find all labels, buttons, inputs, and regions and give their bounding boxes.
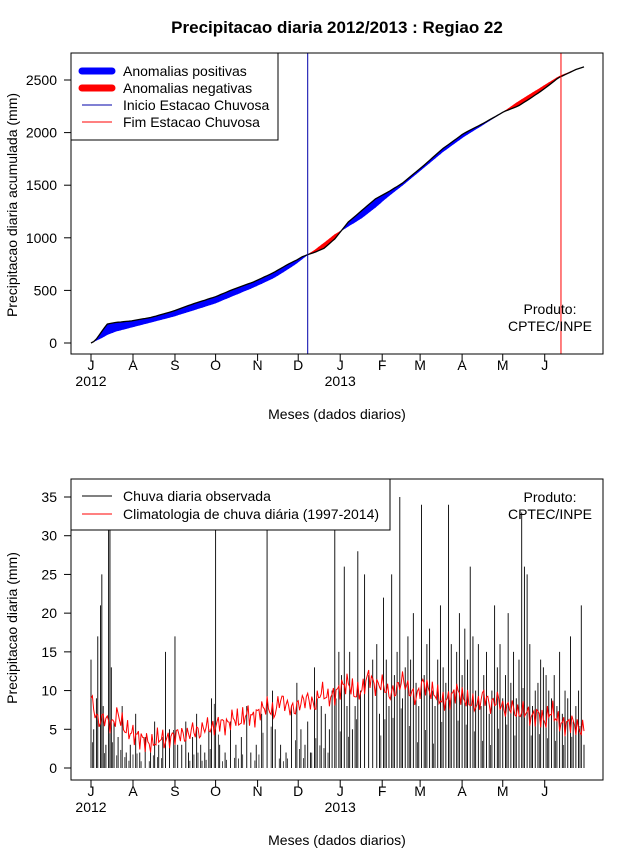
daily-year-label: 2012 <box>75 799 106 815</box>
legend-observed-label: Chuva diaria observada <box>123 488 271 504</box>
daily-y-tick-label: 35 <box>41 489 57 505</box>
cumulative-year-label: 2013 <box>325 373 356 389</box>
cumulative-legend: Anomalias positivas Anomalias negativas … <box>70 52 279 141</box>
anomaly-positive-segment <box>128 320 132 329</box>
daily-y-tick-label: 30 <box>41 528 57 544</box>
cumulative-x-tick-label: M <box>414 357 426 373</box>
cumulative-x-tick-label: O <box>210 357 221 373</box>
cumulative-y-tick-label: 500 <box>34 282 58 298</box>
figure-title: Precipitacao diaria 2012/2013 : Regiao 2… <box>171 18 503 37</box>
cumulative-y-tick-label: 2500 <box>26 72 57 88</box>
daily-x-tick-label: A <box>457 783 467 799</box>
daily-x-tick-label: J <box>337 783 344 799</box>
daily-legend: Chuva diaria observada Climatologia de c… <box>70 478 391 531</box>
cumulative-x-tick-label: A <box>128 357 138 373</box>
anomaly-positive-segment <box>123 321 127 330</box>
cumulative-x-tick-label: N <box>253 357 263 373</box>
daily-x-tick-label: J <box>541 783 548 799</box>
cumulative-y-tick-label: 1500 <box>26 177 57 193</box>
daily-y-tick-label: 5 <box>49 721 57 737</box>
cumulative-year-label: 2012 <box>75 373 106 389</box>
legend-end-label: Fim Estacao Chuvosa <box>123 114 260 130</box>
cumulative-x-tick-label: S <box>170 357 179 373</box>
anomaly-positive-segment <box>112 322 116 333</box>
legend-onset-label: Inicio Estacao Chuvosa <box>123 97 270 113</box>
cumulative-x-tick-label: D <box>293 357 303 373</box>
daily-y-tick-label: 25 <box>41 566 57 582</box>
daily-y-tick-label: 10 <box>41 683 57 699</box>
anomaly-positive-segment <box>115 321 119 332</box>
daily-year-label: 2013 <box>325 799 356 815</box>
anomaly-positive-segment <box>109 322 113 334</box>
anomaly-positive-segment <box>107 323 111 336</box>
cumulative-x-tick-label: A <box>457 357 467 373</box>
legend-positive-label: Anomalias positivas <box>123 63 247 79</box>
daily-legend-box <box>70 478 391 531</box>
cumulative-x-tick-label: J <box>541 357 548 373</box>
daily-x-label: Meses (dados diarios) <box>268 832 406 848</box>
cumulative-y-label: Precipitacao diaria acumulada (mm) <box>4 93 20 317</box>
cumulative-y-tick-label: 2000 <box>26 125 57 141</box>
daily-x-tick-label: D <box>293 783 303 799</box>
anomaly-positive-segment <box>117 321 122 332</box>
anomaly-positive-segment <box>125 320 130 329</box>
daily-x-tick-label: S <box>170 783 179 799</box>
cumulative-x-tick-label: J <box>88 357 95 373</box>
credit-produto-bottom: Produto: <box>524 489 577 505</box>
cumulative-observed-line <box>90 66 585 344</box>
credit-produto-top: Produto: <box>524 301 577 317</box>
legend-climatology-label: Climatologia de chuva diária (1997-2014) <box>123 506 379 522</box>
daily-observed-spikes <box>90 489 585 768</box>
legend-negative-label: Anomalias negativas <box>123 80 252 96</box>
daily-x-tick-label: M <box>414 783 426 799</box>
daily-x-tick-label: J <box>88 783 95 799</box>
cumulative-x-tick-label: J <box>337 357 344 373</box>
credit-cptec-bottom: CPTEC/INPE <box>508 506 592 522</box>
anomaly-positive-segment <box>120 321 124 331</box>
daily-y-tick-label: 15 <box>41 644 57 660</box>
daily-x-tick-label: M <box>497 783 509 799</box>
daily-x-tick-label: A <box>128 783 138 799</box>
daily-y-tick-label: 20 <box>41 605 57 621</box>
cumulative-x-tick-label: M <box>497 357 509 373</box>
daily-x-tick-label: N <box>253 783 263 799</box>
cumulative-y-tick-label: 1000 <box>26 230 57 246</box>
cumulative-x-label: Meses (dados diarios) <box>268 406 406 422</box>
cumulative-y-tick-label: 0 <box>49 335 57 351</box>
cumulative-y-axis: 0 500 1000 1500 2000 2500 <box>26 72 72 351</box>
cumulative-x-tick-label: F <box>378 357 387 373</box>
daily-x-tick-label: O <box>210 783 221 799</box>
daily-y-tick-label: 0 <box>49 760 57 776</box>
credit-cptec-top: CPTEC/INPE <box>508 318 592 334</box>
daily-x-tick-label: F <box>378 783 387 799</box>
daily-y-label: Precipitacao diaria (mm) <box>4 552 20 704</box>
daily-y-axis: 0 5 10 15 20 25 30 35 <box>41 489 72 776</box>
daily-climatology-line <box>90 669 585 753</box>
